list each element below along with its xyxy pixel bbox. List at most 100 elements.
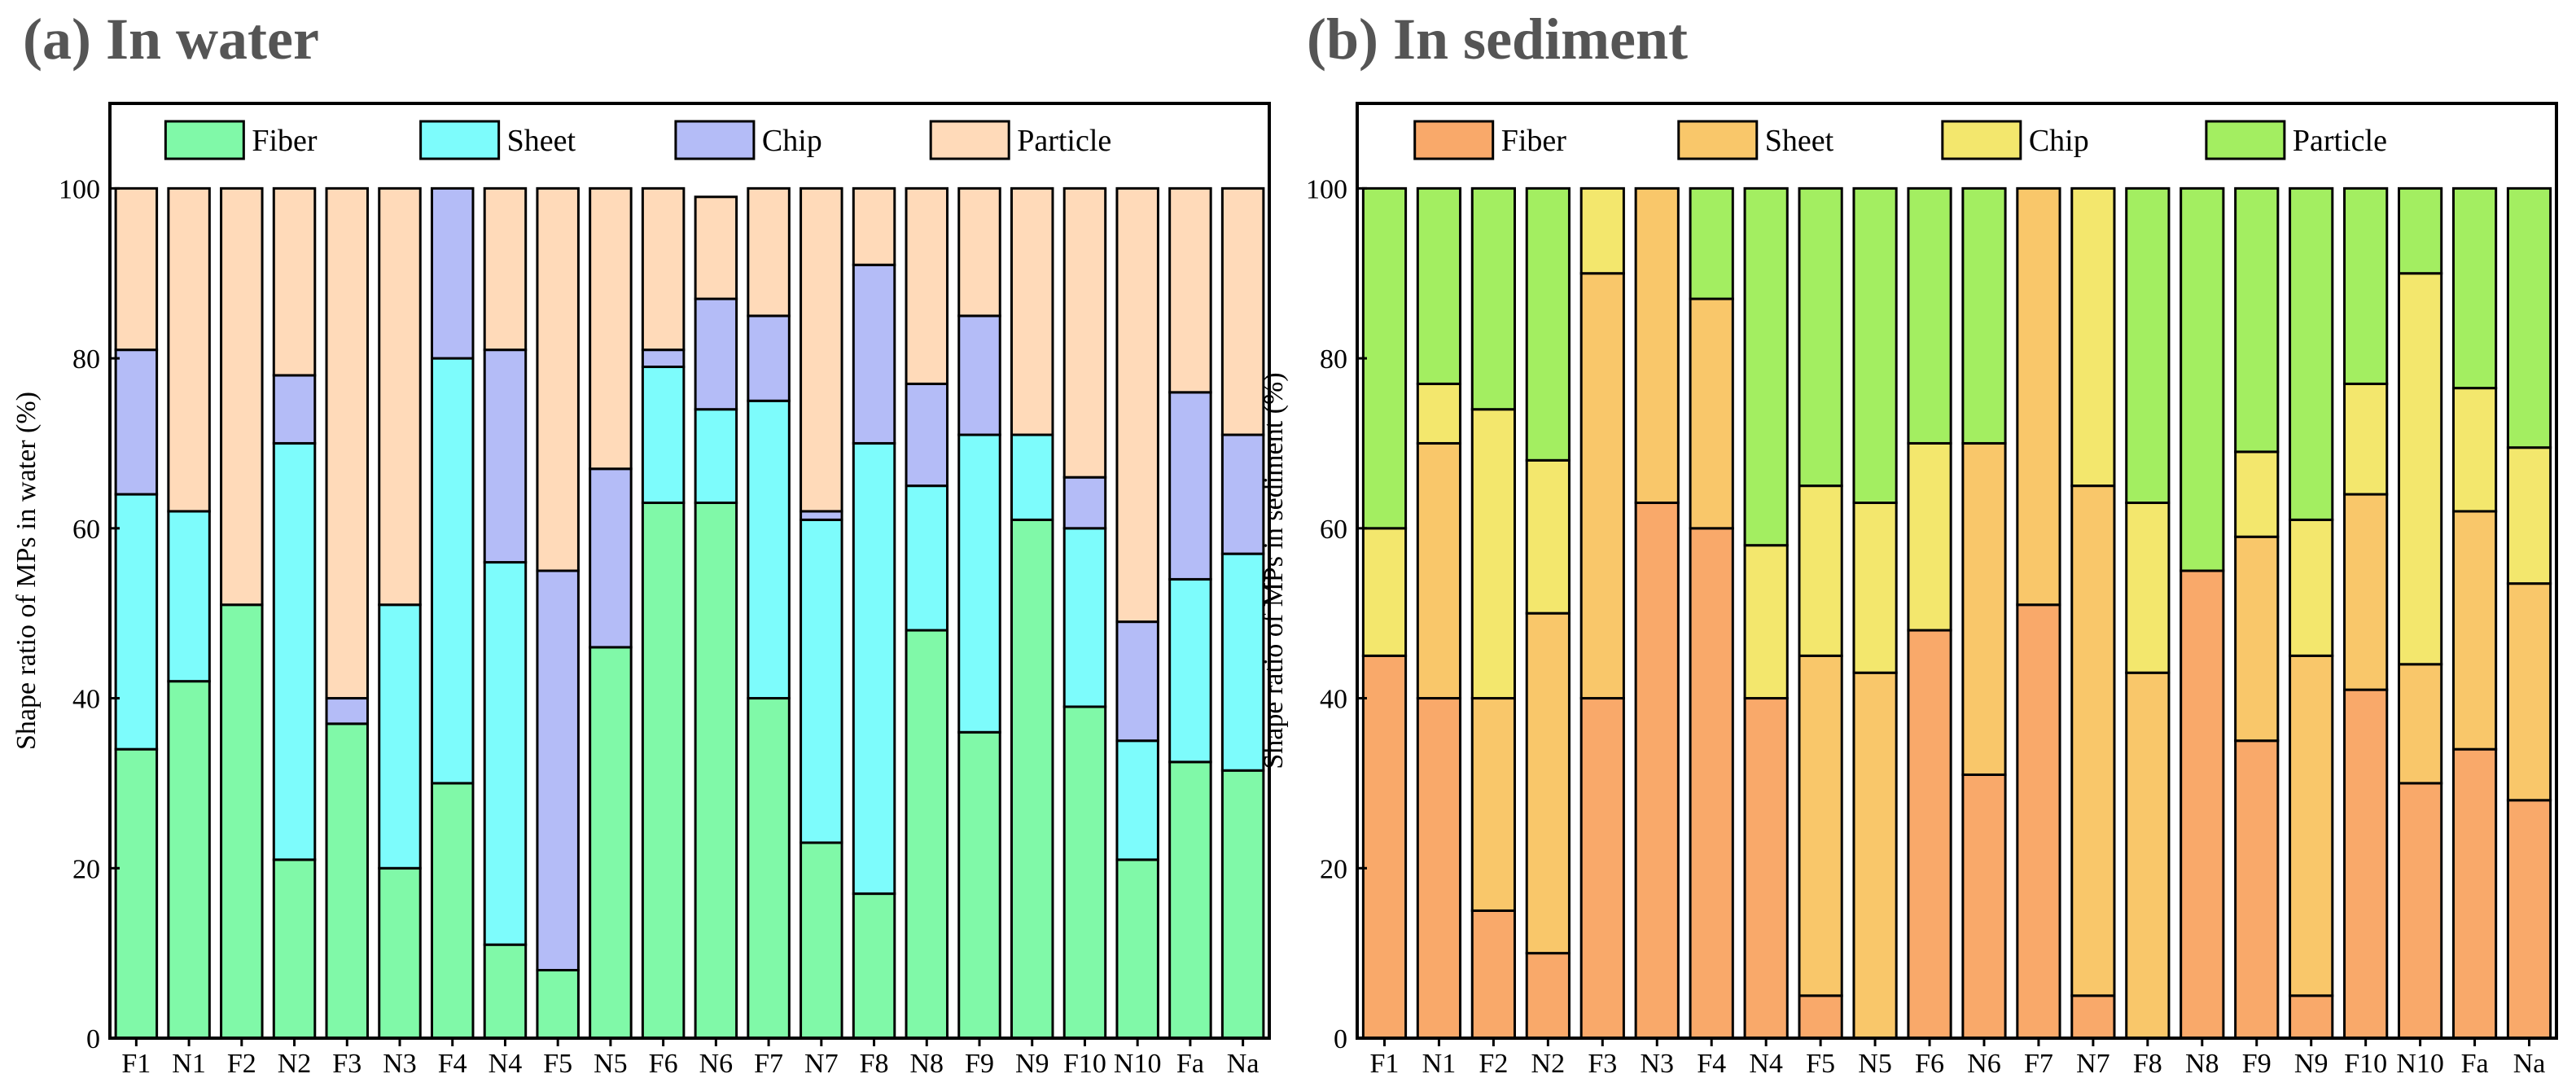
bar-particle-f8 (852, 186, 896, 266)
x-tick-label: N4 (488, 1049, 523, 1079)
bar-particle-f8 (2125, 186, 2171, 505)
bar-sheet-f7 (2016, 186, 2061, 607)
x-tick-label: N4 (1749, 1049, 1783, 1079)
bar-fiber-f3 (1579, 697, 1625, 1040)
chart-title: (b) In sediment (1307, 7, 1688, 72)
x-tick-label: F3 (1588, 1049, 1617, 1079)
bar-sheet-n6 (1961, 441, 2007, 776)
x-tick-label: F8 (2133, 1049, 2162, 1079)
legend-swatch-fiber (1413, 120, 1495, 160)
bar-sheet-n4 (483, 561, 528, 946)
bar-particle-n1 (1416, 186, 1462, 385)
y-tick-label: 60 (72, 515, 100, 545)
x-tick-label: F2 (227, 1049, 256, 1079)
bar-fiber-f9 (957, 730, 1001, 1040)
x-tick-label: N8 (2185, 1049, 2219, 1079)
bar-chip-na (1220, 433, 1265, 555)
legend-label-fiber: Fiber (1501, 124, 1567, 158)
bar-sheet-fa (1168, 577, 1212, 764)
bar-fiber-n1 (167, 680, 211, 1040)
bar-fiber-n7 (800, 841, 843, 1040)
bar-sheet-f9 (2234, 535, 2280, 743)
x-tick-label: N7 (804, 1049, 839, 1079)
bar-sheet-n7 (2070, 484, 2116, 997)
bar-particle-f4 (1689, 186, 1734, 300)
y-tick-label: 100 (1306, 174, 1347, 204)
bar-particle-n3 (378, 186, 422, 607)
bar-sheet-n1 (167, 510, 211, 683)
bar-particle-fa (1168, 186, 1212, 394)
bar-fiber-f10 (1062, 705, 1107, 1040)
bar-chip-n5 (589, 467, 633, 649)
bar-sheet-n10 (1115, 739, 1159, 861)
x-tick-label: F9 (965, 1049, 994, 1079)
bar-fiber-n10 (2398, 782, 2443, 1040)
panel-water: (a) In water F1 N1 F2 N2 F3 N3 F4 N4 F5 N5 F6 N6 F7 N7… (11, 7, 1271, 1079)
x-tick-label: N10 (1114, 1049, 1162, 1079)
bar-fiber-n2 (272, 858, 317, 1040)
bar-fiber-f5 (536, 969, 580, 1040)
bar-particle-f10 (2343, 186, 2389, 385)
x-tick-label: N1 (172, 1049, 206, 1079)
bar-sheet-f4 (430, 357, 475, 785)
bar-fiber-fa (1168, 760, 1212, 1040)
bar-chip-n10 (2398, 272, 2443, 666)
bar-fiber-f2 (220, 603, 264, 1040)
y-tick-label: 20 (1320, 854, 1347, 884)
chart-title: (a) In water (23, 7, 319, 72)
bar-chip-n7 (2070, 186, 2116, 488)
bar-chip-f8 (852, 263, 896, 445)
bar-fiber-f10 (2343, 688, 2389, 1040)
bar-fiber-f5 (1798, 994, 1843, 1040)
x-tick-label: F8 (860, 1049, 889, 1079)
legend-label-sheet: Sheet (1765, 124, 1834, 158)
bar-sheet-n8 (905, 484, 949, 632)
bar-chip-f5 (1798, 484, 1843, 657)
x-tick-label: Na (1227, 1049, 1260, 1079)
bar-fiber-f8 (852, 892, 896, 1040)
bar-particle-f1 (1361, 186, 1408, 530)
legend-swatch-particle (2205, 120, 2286, 160)
x-tick-label: F7 (754, 1049, 783, 1079)
bar-particle-n5 (1852, 186, 1898, 505)
y-tick-label: 80 (1320, 344, 1347, 375)
bar-sheet-n5 (1852, 671, 1898, 1040)
legend-label-chip: Chip (762, 124, 822, 158)
bar-chip-fa (1168, 391, 1212, 581)
x-tick-label: N3 (1640, 1049, 1674, 1079)
bar-chip-na (2506, 446, 2552, 585)
bar-particle-n8 (2180, 186, 2225, 572)
x-tick-label: F5 (1806, 1049, 1835, 1079)
bar-sheet-n2 (272, 441, 317, 861)
x-tick-label: F1 (121, 1049, 151, 1079)
bar-particle-f5 (536, 186, 580, 572)
x-tick-label: F1 (1370, 1049, 1400, 1079)
bar-sheet-f2 (1470, 697, 1516, 912)
y-tick-label: 60 (1320, 515, 1347, 545)
y-tick-label: 0 (86, 1024, 100, 1054)
bar-chip-f5 (536, 569, 580, 972)
bar-fiber-f9 (2234, 739, 2280, 1040)
bar-chip-fa (2451, 387, 2498, 513)
plot-frame (1356, 102, 2558, 1040)
x-tick-label: N6 (699, 1049, 734, 1079)
bar-fiber-f1 (114, 747, 159, 1040)
x-tick-label: F6 (1915, 1049, 1944, 1079)
bar-sheet-f1 (114, 493, 159, 751)
bar-sheet-f9 (957, 433, 1001, 734)
bar-particle-f1 (114, 186, 159, 352)
bar-fiber-na (1220, 769, 1265, 1040)
bar-sheet-f8 (2125, 671, 2171, 1040)
bar-sheet-f3 (1579, 272, 1625, 700)
x-tick-label: Fa (1176, 1049, 1204, 1079)
plot-frame (108, 102, 1271, 1040)
bar-fiber-f7 (2016, 603, 2061, 1040)
bar-chip-f9 (2234, 450, 2280, 538)
x-tick-label: N9 (2294, 1049, 2328, 1079)
legend-swatch-chip (674, 120, 756, 160)
bar-sheet-fa (2451, 510, 2498, 751)
panel-sediment: (b) In sediment F1 N1 F2 N2 F3 N3 F4 N4 F5 N5 F6 N6 F… (1259, 7, 2558, 1079)
bar-fiber-n4 (1743, 697, 1789, 1040)
bar-fiber-f2 (1470, 909, 1516, 1040)
x-tick-label: F9 (2242, 1049, 2272, 1079)
